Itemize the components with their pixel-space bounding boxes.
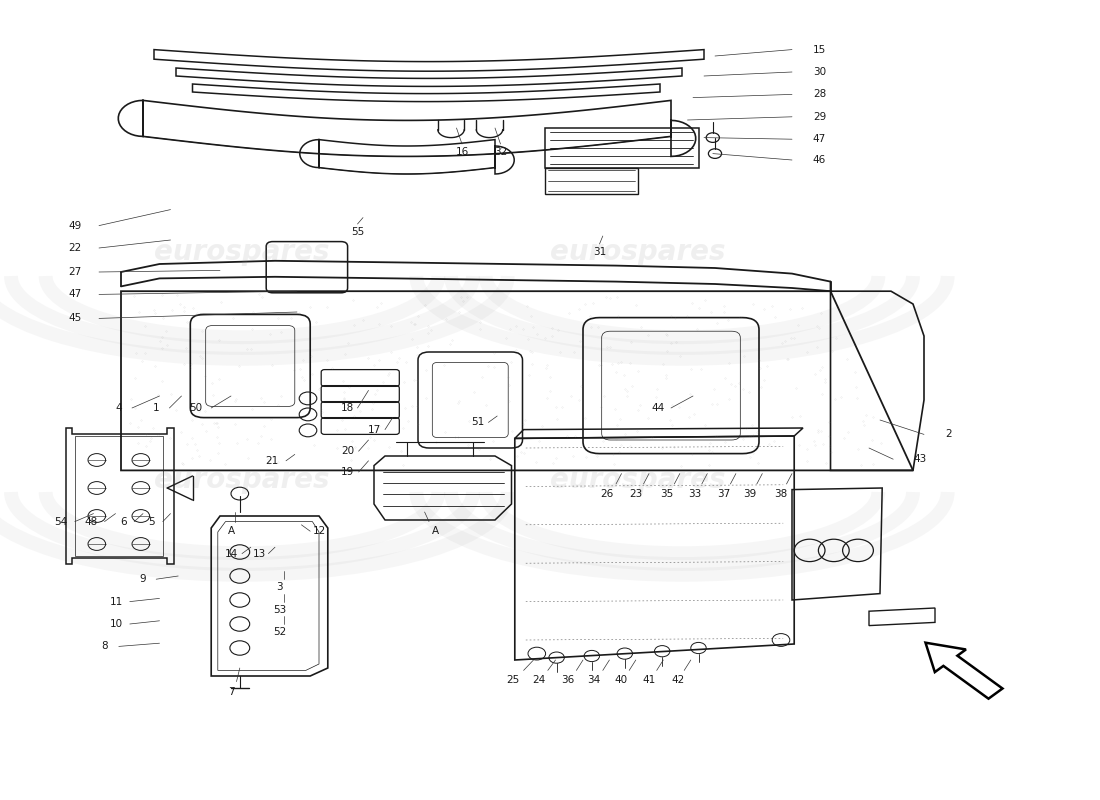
Text: 7: 7 — [228, 687, 234, 697]
Text: 14: 14 — [224, 549, 238, 558]
Text: eurospares: eurospares — [550, 466, 726, 494]
Text: 26: 26 — [601, 490, 614, 499]
Text: 33: 33 — [689, 490, 702, 499]
Text: 15: 15 — [813, 45, 826, 54]
Text: 38: 38 — [774, 490, 788, 499]
Text: 50: 50 — [189, 403, 202, 413]
Text: 17: 17 — [367, 425, 381, 434]
Text: 32: 32 — [494, 147, 507, 157]
Text: 49: 49 — [68, 221, 81, 230]
Text: eurospares: eurospares — [550, 238, 726, 266]
Text: 30: 30 — [813, 67, 826, 77]
Text: 23: 23 — [629, 490, 642, 499]
Text: 53: 53 — [273, 605, 286, 614]
Text: 45: 45 — [68, 314, 81, 323]
Text: 47: 47 — [68, 290, 81, 299]
Text: 41: 41 — [642, 675, 656, 685]
Text: 9: 9 — [140, 574, 146, 584]
Text: 21: 21 — [265, 456, 278, 466]
Text: 46: 46 — [813, 155, 826, 165]
Text: 24: 24 — [532, 675, 546, 685]
Text: 54: 54 — [54, 517, 67, 526]
Text: 25: 25 — [506, 675, 519, 685]
Text: 1: 1 — [153, 403, 159, 413]
Text: 22: 22 — [68, 243, 81, 253]
Text: 48: 48 — [85, 517, 98, 526]
Text: 42: 42 — [671, 675, 684, 685]
Text: 35: 35 — [660, 490, 673, 499]
Text: 28: 28 — [813, 90, 826, 99]
Text: A: A — [228, 526, 234, 536]
Text: 4: 4 — [116, 403, 122, 413]
Text: 16: 16 — [455, 147, 469, 157]
Text: 2: 2 — [945, 430, 952, 439]
Text: 55: 55 — [351, 227, 364, 237]
Text: 31: 31 — [593, 247, 606, 257]
Text: 27: 27 — [68, 267, 81, 277]
Text: 34: 34 — [587, 675, 601, 685]
Text: 47: 47 — [813, 134, 826, 144]
Text: 11: 11 — [110, 597, 123, 606]
Text: 12: 12 — [312, 526, 326, 536]
Text: 19: 19 — [341, 467, 354, 477]
Text: 10: 10 — [110, 619, 123, 629]
Text: 51: 51 — [471, 418, 484, 427]
Text: 5: 5 — [148, 517, 155, 526]
Text: 29: 29 — [813, 112, 826, 122]
Text: 39: 39 — [744, 490, 757, 499]
Text: 43: 43 — [913, 454, 926, 464]
Text: 52: 52 — [273, 627, 286, 637]
Text: 6: 6 — [120, 517, 127, 526]
Text: eurospares: eurospares — [154, 238, 330, 266]
Text: 36: 36 — [561, 675, 574, 685]
Text: 3: 3 — [276, 582, 283, 592]
Text: 44: 44 — [651, 403, 664, 413]
Text: 40: 40 — [615, 675, 628, 685]
Text: eurospares: eurospares — [154, 466, 330, 494]
Text: A: A — [432, 526, 439, 536]
Polygon shape — [925, 642, 1002, 698]
Text: 18: 18 — [341, 403, 354, 413]
Text: 37: 37 — [717, 490, 730, 499]
Text: 13: 13 — [253, 549, 266, 558]
Text: 8: 8 — [101, 642, 108, 651]
Text: 20: 20 — [341, 446, 354, 456]
